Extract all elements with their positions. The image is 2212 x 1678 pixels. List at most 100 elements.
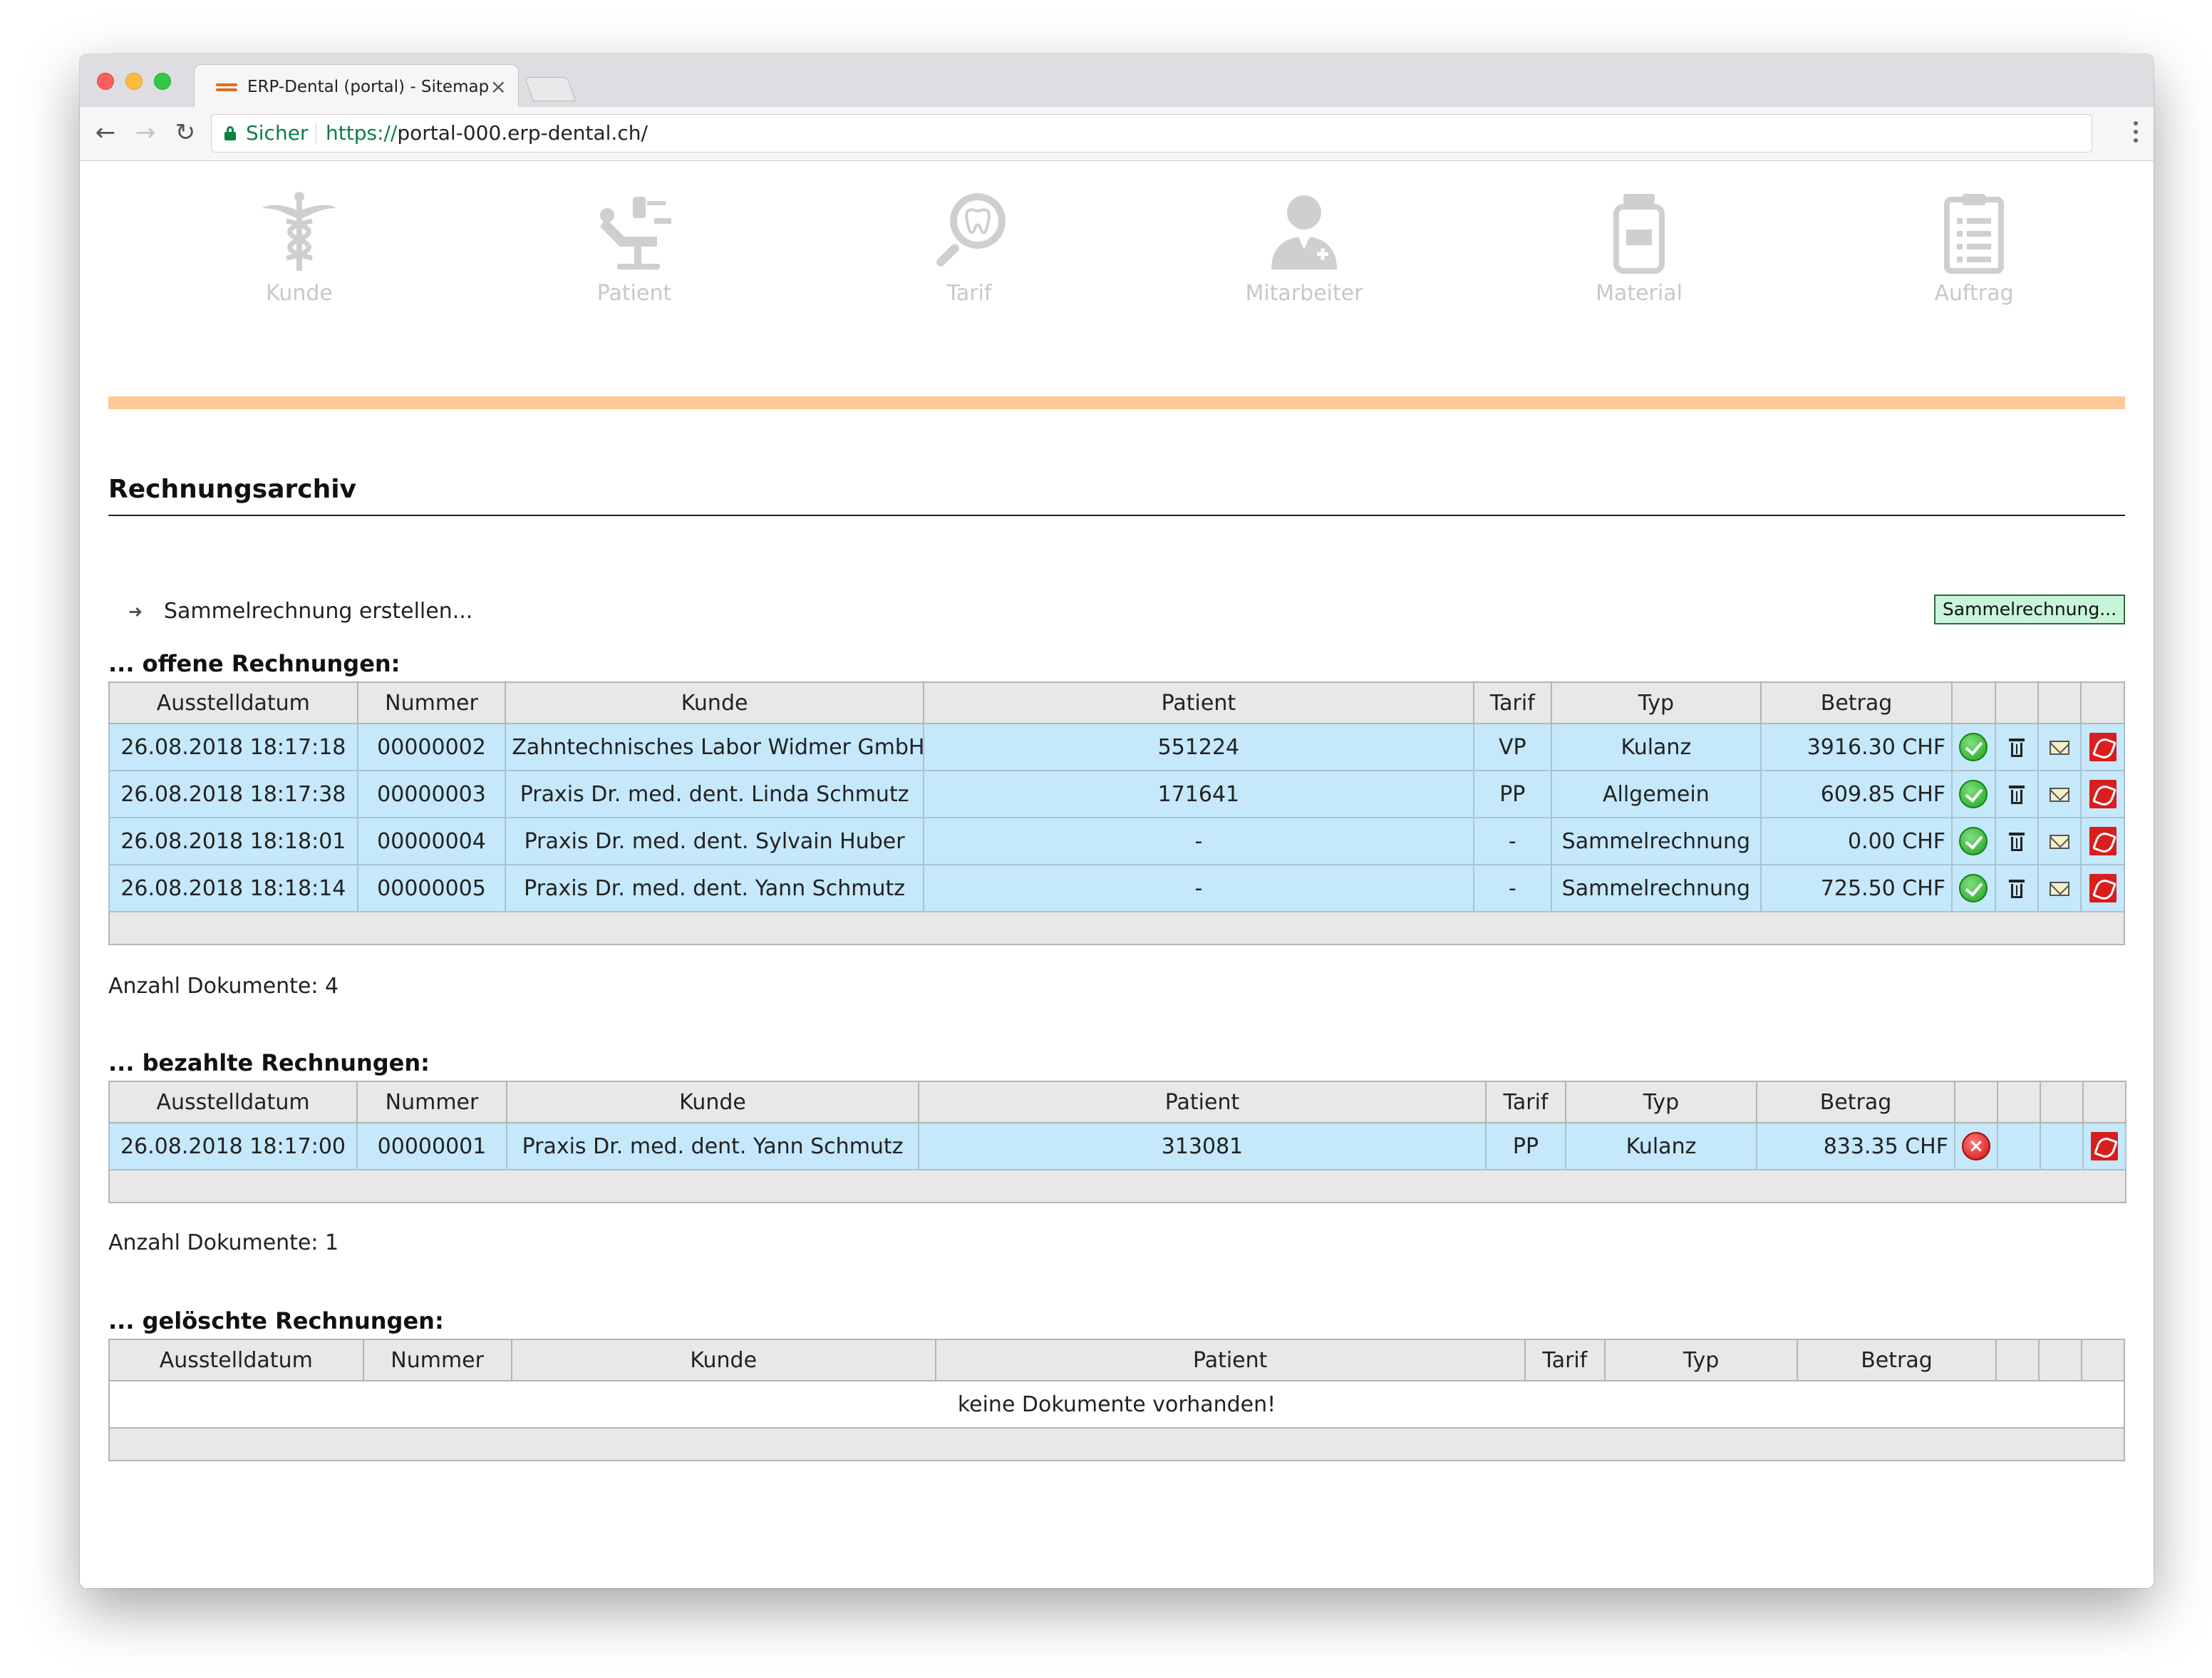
trash-icon[interactable] [2008,738,2025,757]
close-window-button[interactable] [97,73,114,90]
nav-label: Auftrag [1934,281,2014,306]
col-header[interactable]: Nummer [362,1339,512,1381]
cell-amount: 833.35 CHF [1756,1122,1955,1170]
table-row[interactable]: 26.08.2018 18:17:38 00000003 Praxis Dr. … [108,770,2125,818]
nav-item-material[interactable]: Material [1532,190,1746,306]
trash-icon[interactable] [2008,786,2025,804]
url-text[interactable]: https://portal-000.erp-dental.ch/ [326,121,648,145]
pdf-icon[interactable] [2089,874,2117,902]
open-invoices-table: Ausstelldatum Nummer Kunde Patient Tarif… [108,681,2125,945]
mail-icon[interactable] [2050,882,2070,896]
pdf-icon[interactable] [2091,1132,2118,1160]
cell-amount: 0.00 CHF [1759,817,1953,865]
sammelrechnung-button[interactable]: Sammelrechnung... [1934,594,2125,624]
page-content: Kunde Patient [80,161,2154,1588]
tab-close-icon[interactable]: × [490,75,507,98]
col-header[interactable]: Typ [1550,681,1762,724]
col-header[interactable]: Betrag [1756,1081,1955,1123]
col-header[interactable]: Nummer [356,681,507,724]
table-row[interactable]: 26.08.2018 18:17:00 00000001 Praxis Dr. … [108,1122,2126,1170]
nav-item-auftrag[interactable]: Auftrag [1867,190,2081,306]
browser-tab[interactable]: ERP-Dental (portal) - Sitemap × [194,64,519,108]
col-header[interactable]: Kunde [510,1339,936,1381]
col-header[interactable]: Tarif [1524,1339,1606,1381]
doctor-icon [1271,195,1337,269]
minimize-window-button[interactable] [125,73,143,90]
col-header[interactable]: Betrag [1797,1339,1997,1381]
cell-type: Kulanz [1550,723,1762,771]
col-header[interactable]: Ausstelldatum [108,1339,364,1381]
clipboard-icon [1944,194,2004,274]
col-header[interactable]: Ausstelldatum [108,681,358,724]
nav-label: Material [1596,281,1683,306]
table-header-row: Ausstelldatum Nummer Kunde Patient Tarif… [108,681,2125,724]
browser-toolbar: ← → ↻ Sicher https://portal-000.erp-dent… [80,107,2154,161]
nav-item-kunde[interactable]: Kunde [192,190,406,306]
pdf-icon[interactable] [2089,780,2117,808]
cell-tarif: - [1472,864,1552,912]
reload-icon[interactable]: ↻ [175,118,196,147]
paid-invoices-title: ... bezahlte Rechnungen: [108,1049,430,1076]
paid-count: Anzahl Dokumente: 1 [108,1230,339,1255]
jar-icon [1613,194,1665,274]
mark-paid-icon[interactable] [1959,874,1988,902]
col-header[interactable]: Typ [1603,1339,1799,1381]
col-header[interactable]: Tarif [1472,681,1552,724]
mark-paid-icon[interactable] [1959,733,1988,761]
cell-number: 00000002 [356,723,507,771]
col-header[interactable]: Nummer [356,1081,507,1123]
nav-accent-bar [108,396,2125,409]
cell-tarif: PP [1485,1122,1566,1170]
nav-item-tarif[interactable]: Tarif [862,190,1076,306]
col-header[interactable]: Patient [922,681,1474,724]
col-header[interactable]: Patient [918,1081,1487,1123]
address-bar[interactable]: Sicher https://portal-000.erp-dental.ch/ [211,114,2092,153]
paid-invoices-table: Ausstelldatum Nummer Kunde Patient Tarif… [108,1081,2126,1203]
title-divider [108,515,2125,516]
mail-icon[interactable] [2050,741,2070,755]
cell-date: 26.08.2018 18:17:38 [108,770,358,818]
mark-paid-icon[interactable] [1959,827,1988,855]
pdf-icon[interactable] [2089,827,2117,855]
table-row[interactable]: 26.08.2018 18:17:18 00000002 Zahntechnis… [108,723,2125,771]
nav-item-mitarbeiter[interactable]: Mitarbeiter [1197,190,1411,306]
col-header[interactable]: Kunde [506,1081,919,1123]
new-tab-button[interactable] [524,77,577,101]
sammel-create-link[interactable]: Sammelrechnung erstellen... [164,599,473,624]
table-footer [108,1169,2126,1203]
empty-message: keine Dokumente vorhanden! [108,1380,2125,1429]
cell-tarif: PP [1472,770,1552,818]
cell-date: 26.08.2018 18:18:14 [108,864,358,912]
table-row[interactable]: 26.08.2018 18:18:14 00000005 Praxis Dr. … [108,864,2125,912]
browser-menu-icon[interactable] [2134,121,2138,147]
col-header[interactable]: Tarif [1485,1081,1566,1123]
mark-unpaid-icon[interactable]: × [1962,1132,1990,1160]
col-header[interactable]: Kunde [505,681,924,724]
pdf-icon[interactable] [2089,733,2117,761]
table-row[interactable]: 26.08.2018 18:18:01 00000004 Praxis Dr. … [108,817,2125,865]
col-header[interactable]: Patient [934,1339,1526,1381]
tooth-magnifier-icon [936,193,1006,267]
trash-icon[interactable] [2008,833,2025,851]
cell-tarif: VP [1472,723,1552,771]
forward-arrow-icon[interactable]: → [135,118,156,147]
maximize-window-button[interactable] [154,73,171,90]
col-header[interactable]: Typ [1565,1081,1757,1123]
mark-paid-icon[interactable] [1959,780,1988,808]
cell-date: 26.08.2018 18:17:00 [108,1122,358,1170]
col-header[interactable]: Betrag [1759,681,1953,724]
cell-number: 00000005 [356,864,507,912]
cell-number: 00000001 [356,1122,507,1170]
nav-item-patient[interactable]: Patient [527,190,741,306]
empty-row: keine Dokumente vorhanden! [108,1380,2125,1429]
table-footer [108,911,2125,945]
mail-icon[interactable] [2050,788,2070,802]
deleted-invoices-table: Ausstelldatum Nummer Kunde Patient Tarif… [108,1339,2126,1461]
cell-patient: - [922,864,1474,912]
nav-label: Patient [596,281,672,306]
mail-icon[interactable] [2050,835,2070,849]
back-arrow-icon[interactable]: ← [95,118,116,147]
cell-patient: 313081 [918,1122,1487,1170]
trash-icon[interactable] [2008,880,2025,898]
col-header[interactable]: Ausstelldatum [108,1081,358,1123]
